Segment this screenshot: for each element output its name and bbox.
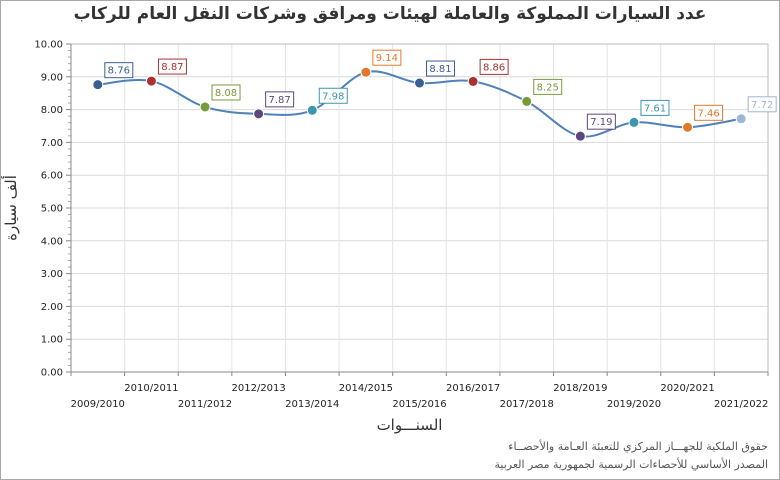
data-label-box (694, 104, 724, 121)
data-point (682, 121, 694, 133)
data-label-box (479, 58, 509, 75)
x-tick-label: 2013/2014 (285, 399, 339, 410)
x-tick-label: 2014/2015 (339, 383, 393, 394)
data-points (92, 66, 747, 142)
y-tick-label: 9.00 (41, 72, 63, 83)
data-label: 7.61 (644, 103, 666, 114)
data-point (467, 75, 479, 87)
data-label-box (586, 113, 616, 130)
data-label: 7.87 (269, 95, 291, 106)
axes (66, 43, 769, 376)
y-tick-label: 8.00 (41, 105, 63, 116)
y-tick-label: 6.00 (41, 171, 63, 182)
y-tick-label: 7.00 (41, 138, 63, 149)
x-tick-label: 2021/2022 (714, 399, 768, 410)
data-label-box (747, 96, 777, 113)
data-point (414, 77, 425, 89)
data-label: 8.08 (215, 88, 237, 99)
data-point (574, 130, 586, 142)
data-label: 7.19 (590, 117, 612, 128)
data-label-box (426, 60, 455, 77)
x-axis-title: السنـــوات (377, 416, 443, 434)
data-label-box (211, 84, 241, 101)
data-label: 8.25 (537, 82, 559, 93)
data-label: 8.86 (483, 62, 505, 73)
data-labels: 8.76 8.87 8.08 7.87 7.98 9.14 8.81 8.86 8.25 7.19… (104, 49, 777, 130)
data-point (199, 101, 211, 113)
footer-source: المصدر الأساسي للأحصاءات الرسمية لجمهوري… (494, 458, 768, 471)
data-label: 8.81 (429, 64, 451, 75)
data-label: 9.14 (376, 53, 398, 64)
x-tick-label: 2017/2018 (500, 399, 554, 410)
chart-title: عدد السيارات المملوكة والعاملة لهيئات وم… (73, 4, 707, 24)
data-label-box (104, 62, 134, 79)
y-axis-title: ألف سيارة (1, 175, 20, 241)
y-tick-label: 0.00 (41, 368, 63, 379)
y-tick-label: 1.00 (41, 335, 63, 346)
x-tick-label: 2020/2021 (660, 383, 714, 394)
data-label-box (318, 87, 348, 104)
y-tick-label: 5.00 (41, 204, 63, 215)
data-point (92, 79, 104, 91)
gridlines (70, 43, 769, 373)
data-label-box (157, 58, 187, 75)
data-point (521, 95, 533, 107)
x-tick-label: 2009/2010 (71, 399, 125, 410)
data-label: 8.76 (108, 66, 130, 77)
x-tick-label: 2015/2016 (392, 399, 446, 410)
x-tick-label: 2011/2012 (178, 399, 232, 410)
x-tick-label: 2016/2017 (446, 383, 500, 394)
data-label: 7.98 (322, 91, 344, 102)
data-label-box (265, 91, 295, 108)
data-point (628, 116, 640, 128)
data-label: 7.72 (751, 100, 773, 111)
data-point (360, 66, 372, 78)
y-tick-labels: 0.00 1.00 2.00 3.00 4.00 5.00 6.00 7.00 8.00 9.00… (34, 40, 63, 379)
x-tick-label: 2010/2011 (124, 383, 178, 394)
y-tick-label: 3.00 (41, 269, 63, 280)
x-tick-label: 2019/2020 (607, 399, 661, 410)
data-label-box (533, 78, 563, 95)
data-label-box (640, 99, 670, 116)
y-tick-label: 2.00 (41, 302, 63, 313)
footer-copyright: حقوق الملكية للجهـــاز المركزي للتعبئة ا… (508, 440, 768, 453)
data-point (145, 75, 157, 87)
y-tick-label: 10.00 (34, 40, 63, 51)
y-tick-label: 4.00 (41, 236, 63, 247)
data-label-box (372, 49, 402, 66)
data-point (306, 104, 318, 116)
data-point (735, 113, 747, 125)
data-label: 7.46 (697, 108, 719, 119)
data-point (253, 108, 265, 120)
x-tick-label: 2012/2013 (232, 383, 286, 394)
data-label: 8.87 (161, 62, 183, 73)
x-tick-label: 2018/2019 (553, 383, 607, 394)
